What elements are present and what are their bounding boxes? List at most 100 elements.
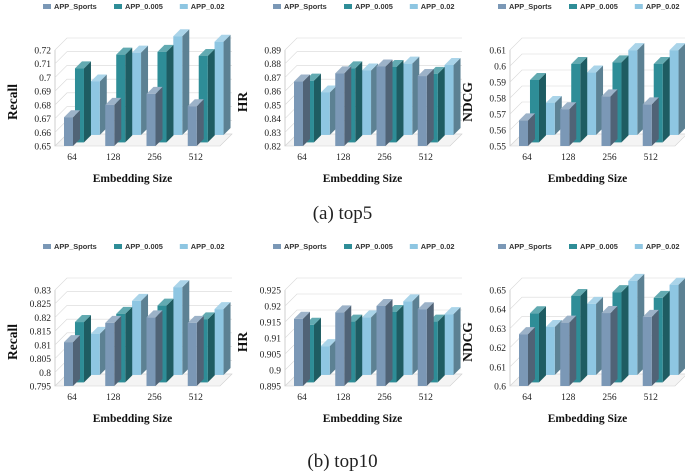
bar-side: [223, 302, 231, 375]
bar-top: [173, 280, 190, 288]
bar-side: [196, 315, 204, 386]
bar-front: [628, 50, 638, 135]
x-tick-label: 256: [602, 393, 617, 403]
x-tick-label: 128: [336, 393, 351, 403]
legend-swatch: [569, 4, 577, 9]
bar-top: [642, 309, 659, 317]
x-axis-label: Embedding Size: [323, 413, 403, 425]
y-axis-label: HR: [235, 332, 250, 353]
gridline: [284, 277, 462, 291]
bar-side: [637, 43, 645, 135]
x-tick-label: 64: [297, 153, 307, 163]
bar-app-0-02-64: [320, 85, 337, 135]
bar-side: [637, 273, 645, 375]
gridline: [284, 37, 462, 51]
bar-front: [545, 326, 555, 375]
legend-label: APP_Sports: [509, 2, 552, 11]
bar-top: [187, 315, 204, 323]
bar-front: [132, 300, 142, 375]
bar-top: [90, 74, 107, 82]
bar-front: [64, 117, 73, 146]
y-tick-label: 0.89: [264, 47, 281, 57]
bar-front: [74, 68, 84, 143]
bar-app-0-02-256: [628, 43, 645, 135]
legend-label: APP_0.02: [646, 2, 680, 11]
bar-top: [376, 299, 393, 306]
legend-swatch: [179, 244, 188, 249]
bar-app-sports-512: [187, 315, 204, 386]
bar-app-sports-256: [601, 306, 618, 386]
bar-top: [653, 57, 670, 64]
bar-front: [642, 104, 652, 146]
bar-app-0-02-512: [444, 58, 461, 135]
bar-top: [187, 99, 204, 107]
bar-side: [355, 61, 363, 143]
y-tick-label: 0.69: [34, 88, 51, 98]
legend-swatch: [634, 4, 643, 9]
x-tick-label: 256: [377, 153, 392, 163]
y-tick-label: 0.57: [489, 111, 506, 121]
x-axis-label: Embedding Size: [323, 173, 403, 185]
bar-top: [74, 315, 91, 323]
legend-swatch: [179, 4, 188, 9]
bar-app-0-02-512: [214, 302, 231, 375]
bar-side: [344, 66, 352, 146]
y-tick-label: 0.61: [489, 47, 506, 57]
bar-front: [294, 318, 303, 386]
bar-side: [538, 306, 546, 383]
bar-app-sports-64: [519, 327, 535, 386]
chart-top5-ndcg: APP_Sports APP_0.005 APP_0.02 0.55 0.56 0.57 0…: [460, 2, 685, 185]
legend-swatch: [634, 244, 643, 249]
bar-side: [73, 335, 80, 386]
x-tick-label: 128: [561, 393, 576, 403]
legend-swatch: [498, 4, 506, 9]
legend-label: APP_Sports: [284, 2, 327, 11]
gridline: [284, 51, 462, 64]
bar-front: [187, 322, 197, 386]
bar-front: [444, 65, 454, 135]
x-axis-label: Embedding Size: [93, 173, 173, 185]
x-tick-label: 512: [189, 153, 204, 163]
bar-side: [437, 314, 445, 383]
bar-top: [132, 45, 149, 53]
bar-side: [569, 315, 577, 386]
bar-front: [187, 106, 197, 146]
bar-top: [173, 29, 190, 37]
bar-front: [376, 66, 386, 146]
bar-top: [560, 102, 577, 110]
bar-front: [214, 309, 224, 375]
bar-front: [173, 287, 183, 375]
bar-top: [587, 65, 604, 73]
x-tick-label: 128: [561, 153, 576, 163]
bar-top: [132, 293, 149, 301]
bar-side: [412, 294, 420, 375]
y-tick-label: 0.815: [30, 328, 52, 338]
bar-side: [596, 65, 604, 135]
bar-side: [125, 306, 133, 383]
bar-side: [453, 307, 461, 375]
bar-front: [376, 306, 386, 386]
legend-swatch: [114, 4, 122, 9]
legend-label: APP_0.005: [580, 242, 618, 251]
bar-top: [146, 86, 163, 94]
bar-top: [157, 298, 174, 306]
legend-label: APP_Sports: [284, 242, 327, 251]
bar-app-sports-128: [560, 315, 577, 386]
bar-top: [417, 302, 434, 310]
bar-top: [612, 285, 629, 293]
bar-app-0-02-128: [362, 63, 379, 135]
legend-swatch: [498, 244, 506, 249]
legend-label: APP_0.02: [421, 2, 455, 11]
bar-side: [371, 310, 379, 375]
bar-front: [146, 317, 156, 386]
bar-side: [678, 278, 685, 375]
bar-side: [329, 85, 337, 135]
bar-front: [560, 109, 570, 146]
chart-top5-hr: APP_Sports APP_0.005 APP_0.02 0.82 0.83 0.84 0…: [235, 2, 463, 185]
bar-top: [628, 43, 645, 51]
bar-front: [105, 104, 115, 146]
gridline: [509, 37, 685, 51]
gridline: [54, 277, 232, 291]
bar-side: [385, 59, 393, 147]
y-tick-label: 0.6: [494, 63, 506, 73]
